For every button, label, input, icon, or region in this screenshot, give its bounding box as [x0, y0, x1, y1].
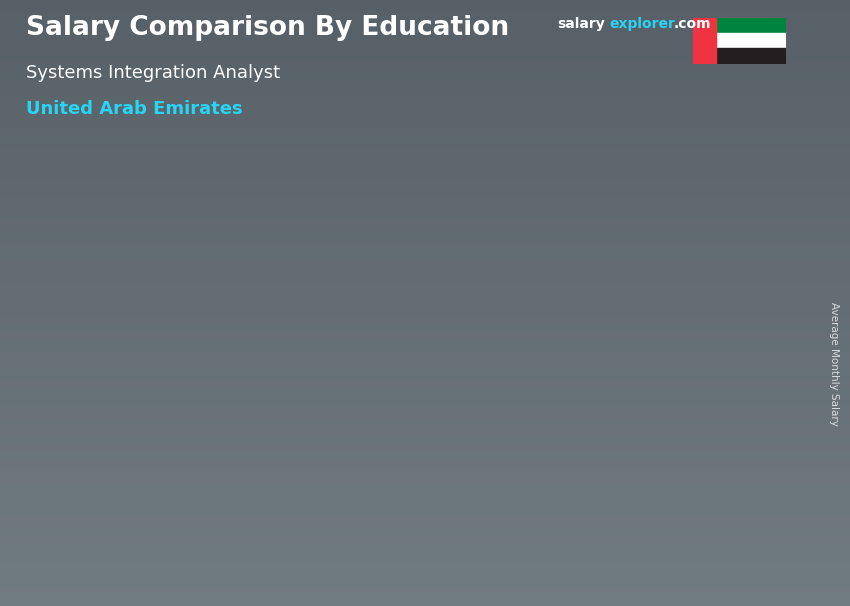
Bar: [693, 48, 786, 64]
Polygon shape: [436, 338, 457, 533]
Polygon shape: [102, 391, 192, 533]
Text: .com: .com: [673, 17, 711, 31]
Polygon shape: [192, 380, 213, 533]
Polygon shape: [589, 271, 679, 533]
Polygon shape: [589, 259, 700, 271]
Bar: [693, 18, 786, 33]
Text: explorer: explorer: [609, 17, 675, 31]
Text: Average Monthly Salary: Average Monthly Salary: [829, 302, 839, 425]
Text: 13,200 AED: 13,200 AED: [354, 318, 449, 332]
Polygon shape: [679, 259, 700, 533]
Polygon shape: [102, 380, 213, 391]
Bar: [693, 33, 786, 48]
Polygon shape: [346, 350, 436, 533]
Text: +43%: +43%: [479, 174, 547, 194]
Text: Systems Integration Analyst: Systems Integration Analyst: [26, 64, 280, 82]
Polygon shape: [346, 338, 457, 350]
Text: +29%: +29%: [235, 253, 303, 273]
Text: Salary Comparison By Education: Salary Comparison By Education: [26, 15, 508, 41]
Text: 10,200 AED: 10,200 AED: [110, 359, 206, 374]
FancyArrowPatch shape: [147, 295, 402, 375]
Text: 18,900 AED: 18,900 AED: [597, 238, 693, 253]
Text: United Arab Emirates: United Arab Emirates: [26, 100, 242, 118]
FancyArrowPatch shape: [391, 218, 645, 333]
Bar: [693, 18, 716, 64]
Text: salary: salary: [557, 17, 604, 31]
